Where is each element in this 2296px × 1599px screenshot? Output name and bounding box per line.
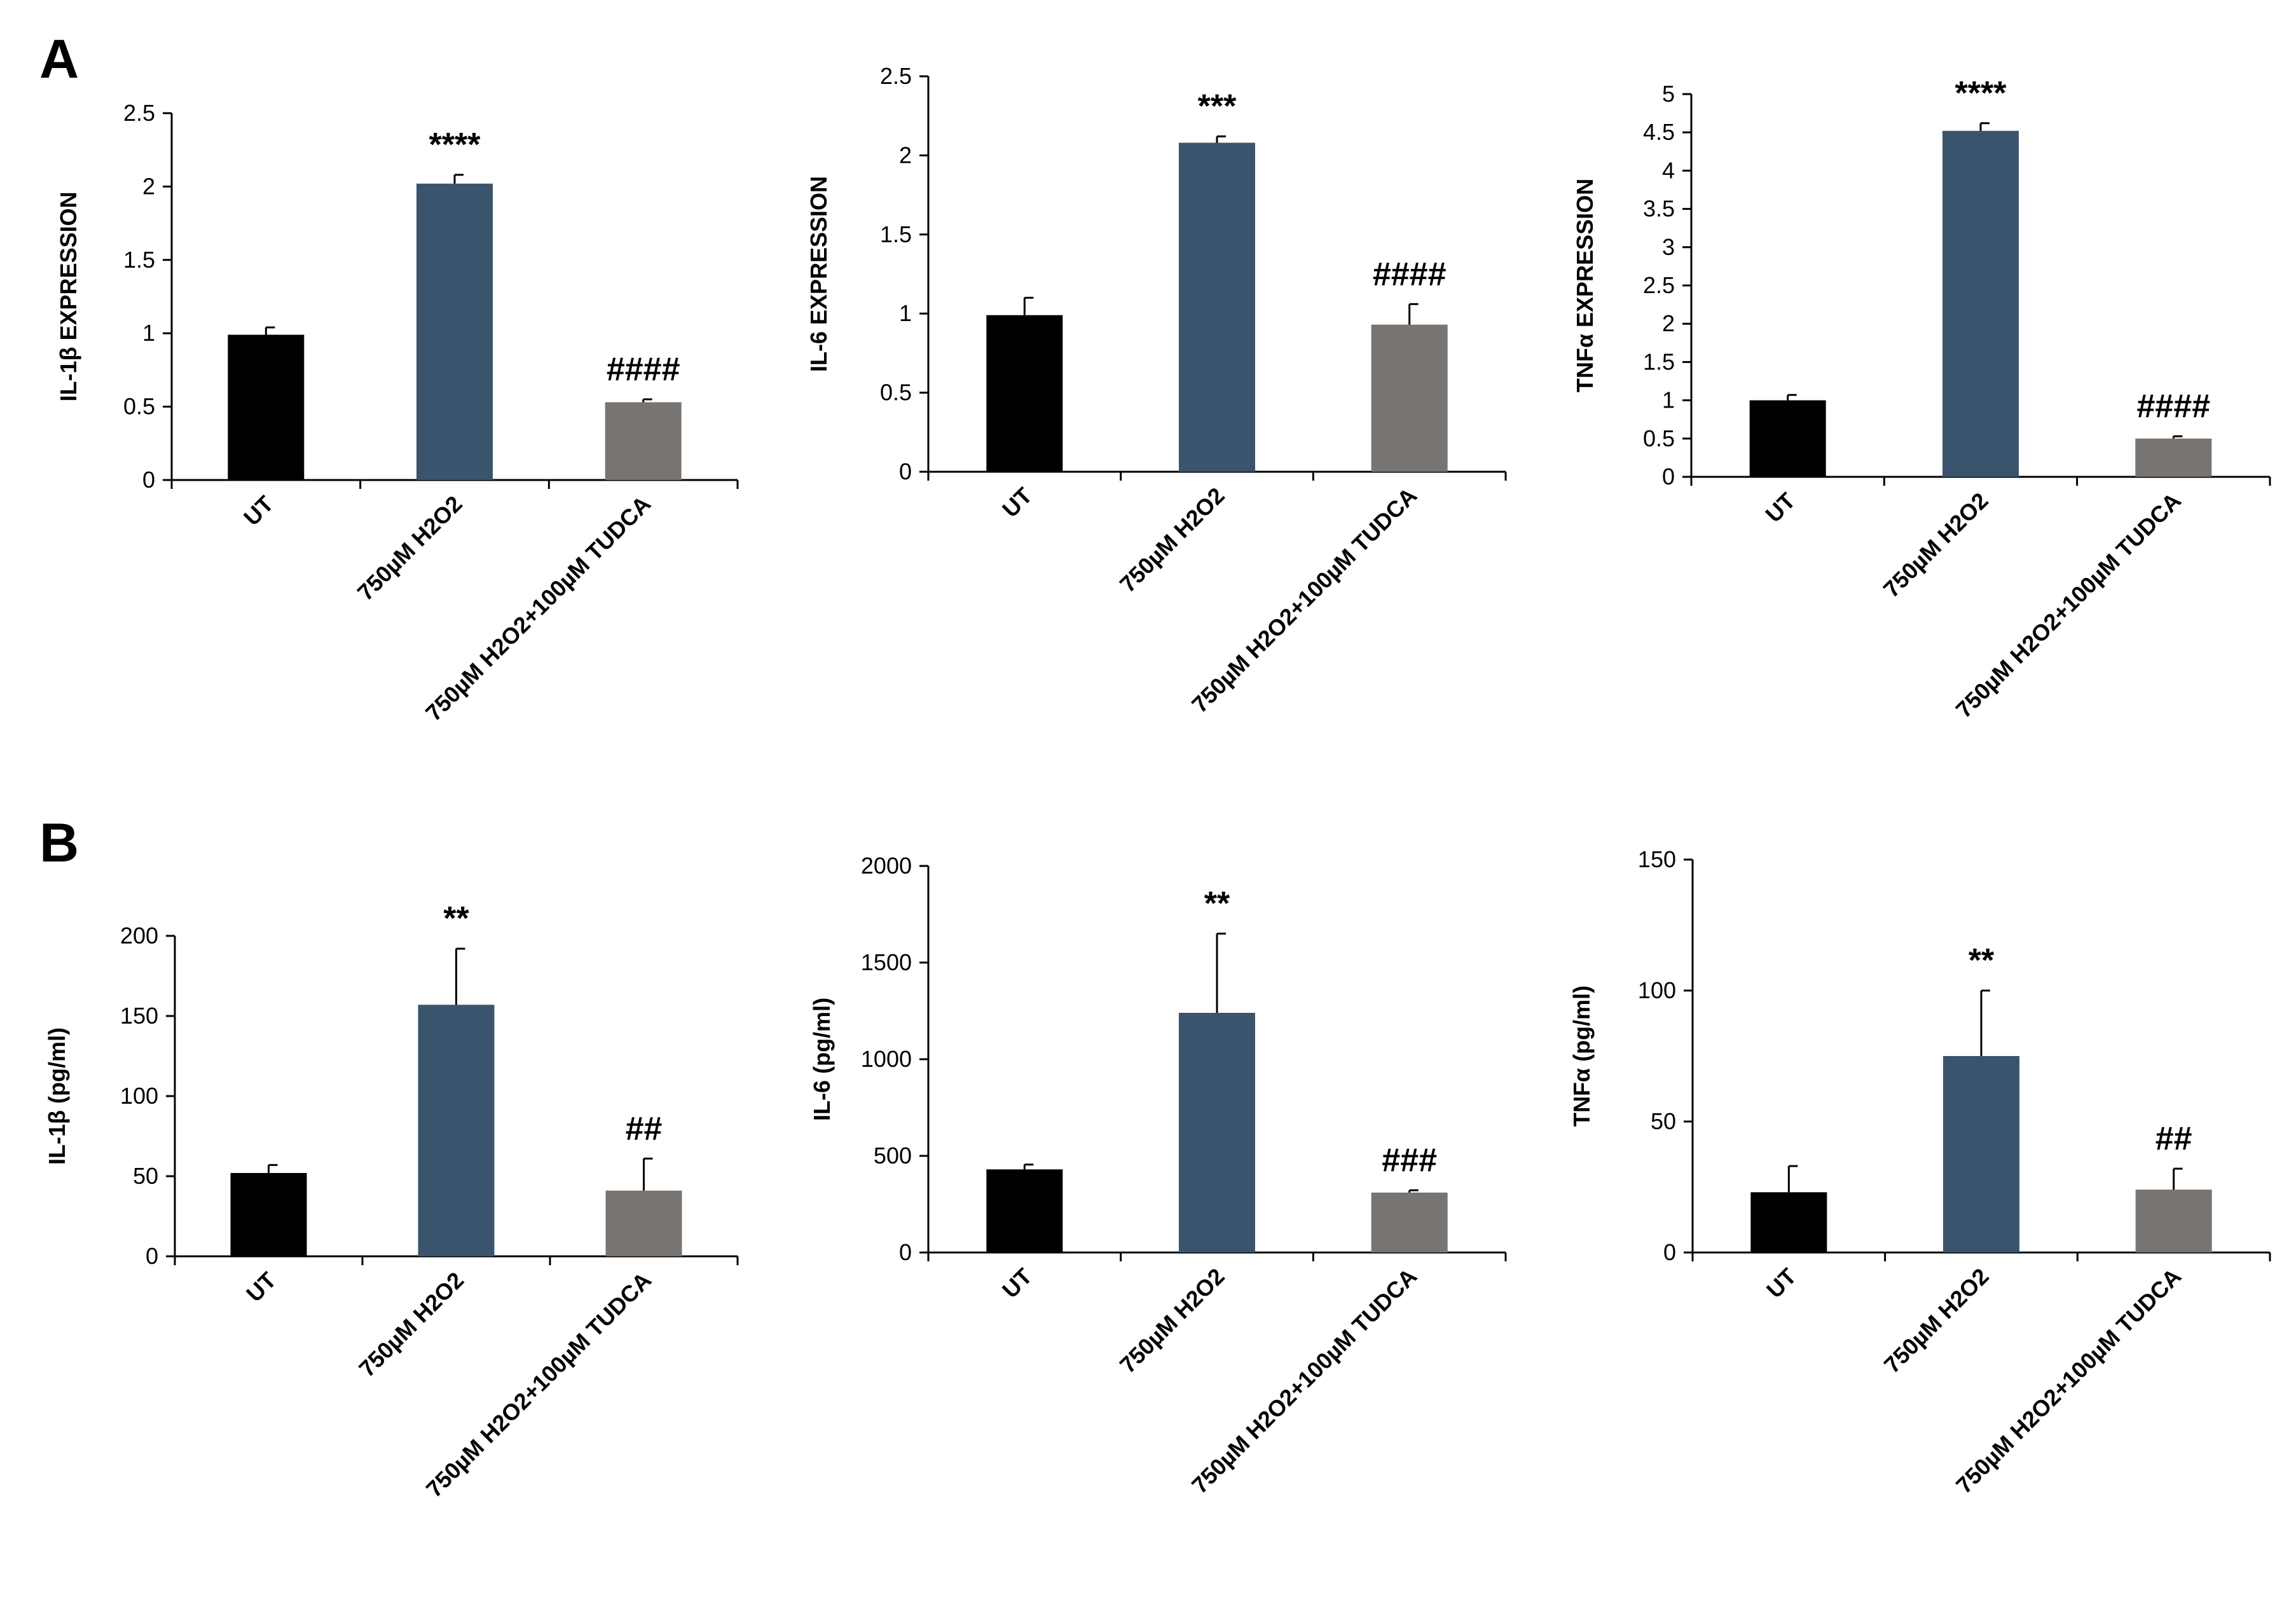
y-tick-label: 500 [874, 1143, 912, 1169]
significance-label: #### [607, 351, 680, 388]
y-tick-label: 0 [142, 467, 155, 493]
bar-3 [605, 1190, 682, 1256]
bar-2 [1943, 1056, 2019, 1252]
y-tick-label: 0 [899, 1239, 912, 1265]
y-axis-label: IL-1β (pg/ml) [44, 1027, 70, 1165]
significance-label: ** [1969, 942, 1995, 979]
y-tick-label: 100 [120, 1083, 158, 1109]
significance-label: #### [2136, 388, 2210, 425]
y-tick-label: 2.5 [880, 63, 912, 89]
y-tick-label: 0 [146, 1243, 158, 1269]
y-tick-label: 4.5 [1643, 119, 1675, 145]
y-tick-label: 3.5 [1643, 196, 1675, 222]
panel-letter-a: A [39, 29, 79, 90]
bar-2 [1942, 130, 2019, 477]
y-tick-label: 1500 [861, 949, 912, 975]
y-tick-label: 1.5 [1643, 348, 1675, 374]
bar-3 [1371, 324, 1448, 472]
bar-3 [2135, 438, 2212, 477]
y-tick-label: 0 [899, 458, 912, 484]
significance-label: #### [1373, 256, 1447, 292]
significance-label: **** [1955, 75, 2007, 112]
bar-2 [418, 1005, 495, 1256]
significance-label: ** [1204, 885, 1230, 922]
y-tick-label: 4 [1662, 157, 1675, 183]
y-tick-label: 1000 [861, 1046, 912, 1072]
y-tick-label: 150 [120, 1003, 158, 1029]
y-tick-label: 1 [899, 300, 912, 326]
y-tick-label: 0.5 [880, 380, 912, 406]
y-tick-label: 2 [1662, 310, 1675, 336]
y-axis-label: TNFα (pg/ml) [1569, 985, 1595, 1127]
bar-3 [1371, 1192, 1448, 1252]
significance-label: ### [1382, 1142, 1437, 1179]
y-tick-label: 200 [120, 923, 158, 949]
bar-1 [986, 1169, 1063, 1252]
bar-2 [416, 183, 493, 480]
y-tick-label: 1.5 [123, 247, 155, 273]
bar-1 [230, 1172, 307, 1256]
y-tick-label: 2.5 [123, 100, 155, 126]
y-tick-label: 0 [1662, 463, 1675, 490]
y-axis-label: IL-6 EXPRESSION [806, 176, 832, 372]
y-tick-label: 0.5 [123, 394, 155, 420]
y-tick-label: 50 [1651, 1108, 1676, 1134]
y-axis-label: IL-6 (pg/ml) [809, 998, 835, 1121]
bar-3 [605, 402, 682, 480]
y-axis-label: IL-1β EXPRESSION [55, 191, 81, 401]
bar-1 [986, 315, 1063, 472]
bar-2 [1179, 142, 1255, 472]
y-tick-label: 1 [1662, 387, 1675, 413]
bar-3 [2135, 1190, 2212, 1252]
y-tick-label: 1.5 [880, 221, 912, 247]
bar-1 [228, 334, 305, 480]
y-tick-label: 2000 [861, 853, 912, 879]
bar-1 [1749, 400, 1826, 477]
y-tick-label: 0.5 [1643, 425, 1675, 451]
y-tick-label: 100 [1638, 977, 1676, 1003]
y-tick-label: 5 [1662, 81, 1675, 107]
significance-label: ## [2155, 1120, 2192, 1157]
y-tick-label: 2 [142, 173, 155, 199]
y-tick-label: 150 [1638, 846, 1676, 872]
significance-label: **** [429, 127, 481, 163]
y-tick-label: 2 [899, 142, 912, 168]
significance-label: ** [443, 900, 469, 937]
y-tick-label: 2.5 [1643, 272, 1675, 298]
significance-label: *** [1198, 88, 1237, 125]
bar-2 [1179, 1013, 1255, 1252]
y-tick-label: 3 [1662, 234, 1675, 260]
panel-letter-b: B [39, 813, 79, 874]
y-axis-label: TNFα EXPRESSION [1572, 179, 1598, 392]
y-tick-label: 0 [1663, 1239, 1676, 1265]
y-tick-label: 1 [142, 320, 155, 346]
y-tick-label: 50 [133, 1163, 158, 1189]
significance-label: ## [626, 1110, 663, 1147]
bar-1 [1750, 1192, 1827, 1252]
